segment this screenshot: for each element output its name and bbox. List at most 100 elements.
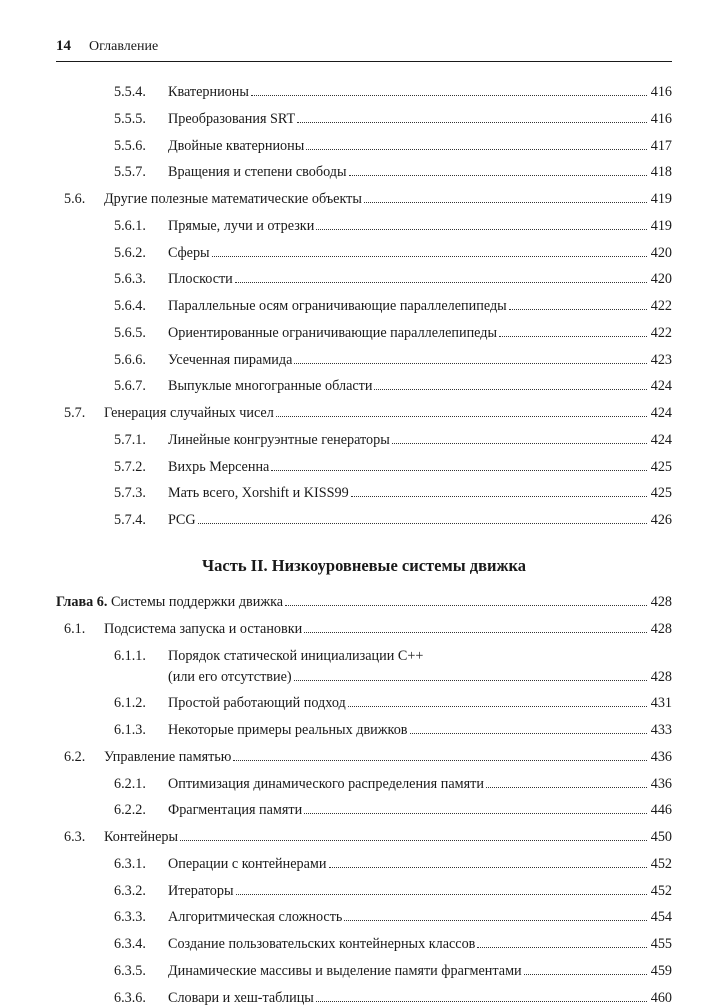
toc-entry: 6.1.2.Простой работающий подход431 [56, 695, 672, 713]
dot-leader [344, 910, 646, 921]
entry-page: 459 [651, 963, 672, 981]
entry-page: 425 [651, 459, 672, 477]
dot-leader [276, 406, 647, 417]
dot-leader [251, 85, 647, 96]
section-number: 5.6.2. [114, 245, 168, 263]
section-number: 6.1.3. [114, 722, 168, 740]
entry-page: 425 [651, 485, 672, 503]
section-number: 5.7.2. [114, 459, 168, 477]
entry-page: 416 [651, 111, 672, 129]
toc-entry: 6.2.1.Оптимизация динамического распреде… [56, 776, 672, 794]
section-number: 6.3.6. [114, 990, 168, 1007]
section-number: 6.3.1. [114, 856, 168, 874]
dot-leader [180, 830, 647, 841]
section-number: 5.7.1. [114, 432, 168, 450]
dot-leader [297, 112, 647, 123]
entry-page: 419 [651, 191, 672, 209]
entry-title: Вращения и степени свободы [168, 164, 347, 182]
entry-title: PCG [168, 512, 196, 530]
entry-title: Управление памятью [104, 749, 231, 767]
page: 14 Оглавление 5.5.4.Кватернионы4165.5.5.… [0, 0, 708, 1000]
entry-page: 423 [651, 352, 672, 370]
entry-title: Ориентированные ограничивающие параллеле… [168, 325, 497, 343]
toc-entry: 5.5.7.Вращения и степени свободы418 [56, 164, 672, 182]
section-number: 6.3. [64, 829, 104, 847]
entry-page: 428 [651, 669, 672, 687]
toc-entry: 5.7.Генерация случайных чисел424 [56, 405, 672, 423]
entry-title: Алгоритмическая сложность [168, 909, 342, 927]
entry-page: 417 [651, 138, 672, 156]
section-number: 5.6.5. [114, 325, 168, 343]
toc-entry: 5.6.5.Ориентированные ограничивающие пар… [56, 325, 672, 343]
dot-leader [285, 595, 647, 606]
dot-leader [198, 513, 647, 524]
dot-leader [271, 460, 646, 471]
section-number: 5.6.1. [114, 218, 168, 236]
entry-page: 460 [651, 990, 672, 1007]
dot-leader [524, 964, 647, 975]
section-number: 5.7.3. [114, 485, 168, 503]
toc-entry: 5.6.4.Параллельные осям ограничивающие п… [56, 298, 672, 316]
toc-entry: 6.1.Подсистема запуска и остановки428 [56, 621, 672, 639]
running-title: Оглавление [89, 39, 158, 55]
section-number: 6.2.1. [114, 776, 168, 794]
section-number: 6.3.3. [114, 909, 168, 927]
dot-leader [329, 857, 647, 868]
dot-leader [349, 165, 647, 176]
dot-leader [509, 299, 647, 310]
entry-page: 422 [651, 325, 672, 343]
dot-leader [316, 219, 646, 230]
part-heading: Часть II. Низкоуровневые системы движка [56, 556, 672, 577]
toc-entry: 6.3.Контейнеры450 [56, 829, 672, 847]
toc-entry: 6.3.1.Операции с контейнерами452 [56, 856, 672, 874]
entry-page: 452 [651, 856, 672, 874]
entry-page: 455 [651, 936, 672, 954]
section-number: 6.3.5. [114, 963, 168, 981]
toc-entry: 5.6.7.Выпуклые многогранные области424 [56, 378, 672, 396]
section-number: 6.1.1. [114, 648, 168, 666]
entry-title: Подсистема запуска и остановки [104, 621, 302, 639]
entry-page: 419 [651, 218, 672, 236]
toc-entry: 5.5.4.Кватернионы 416 [56, 84, 672, 102]
entry-page: 428 [651, 621, 672, 639]
dot-leader [351, 486, 647, 497]
dot-leader [374, 379, 646, 390]
entry-page: 446 [651, 802, 672, 820]
section-number: 5.7.4. [114, 512, 168, 530]
entry-page: 426 [651, 512, 672, 530]
entry-title: Выпуклые многогранные области [168, 378, 372, 396]
entry-title: Кватернионы [168, 84, 249, 102]
dot-leader [348, 696, 647, 707]
toc-entry: 6.1.3.Некоторые примеры реальных движков… [56, 722, 672, 740]
entry-title: Параллельные осям ограничивающие паралле… [168, 298, 507, 316]
toc-entry: 5.5.5.Преобразования SRT416 [56, 111, 672, 129]
dot-leader [235, 272, 647, 283]
toc-entry: 5.7.1.Линейные конгруэнтные генераторы42… [56, 432, 672, 450]
table-of-contents: 5.5.4.Кватернионы4165.5.5.Преобразования… [56, 84, 672, 1007]
toc-entry: 6.1.1.Порядок статической инициализации … [56, 648, 672, 666]
dot-leader [233, 750, 646, 761]
entry-page: 422 [651, 298, 672, 316]
dot-leader [294, 670, 647, 681]
entry-page: 420 [651, 271, 672, 289]
entry-title: Словари и хеш-таблицы [168, 990, 314, 1007]
entry-page: 416 [651, 84, 672, 102]
section-number: 5.6.3. [114, 271, 168, 289]
dot-leader [306, 139, 646, 150]
section-number: 6.1.2. [114, 695, 168, 713]
entry-title: Мать всего, Xorshift и KISS99 [168, 485, 349, 503]
section-number: 5.7. [64, 405, 104, 423]
entry-title: Другие полезные математические объекты [104, 191, 362, 209]
toc-entry: 6.3.3.Алгоритмическая сложность454 [56, 909, 672, 927]
toc-entry: 6.3.5.Динамические массивы и выделение п… [56, 963, 672, 981]
toc-entry: 6.2.Управление памятью436 [56, 749, 672, 767]
entry-title: Контейнеры [104, 829, 178, 847]
section-number: 5.6.7. [114, 378, 168, 396]
entry-title: Сферы [168, 245, 210, 263]
running-head: 14 Оглавление [56, 38, 672, 62]
entry-page: 431 [651, 695, 672, 713]
section-number: 5.5.4. [114, 84, 168, 102]
toc-entry: 5.6.1.Прямые, лучи и отрезки419 [56, 218, 672, 236]
entry-title: Преобразования SRT [168, 111, 295, 129]
entry-title: Плоскости [168, 271, 233, 289]
